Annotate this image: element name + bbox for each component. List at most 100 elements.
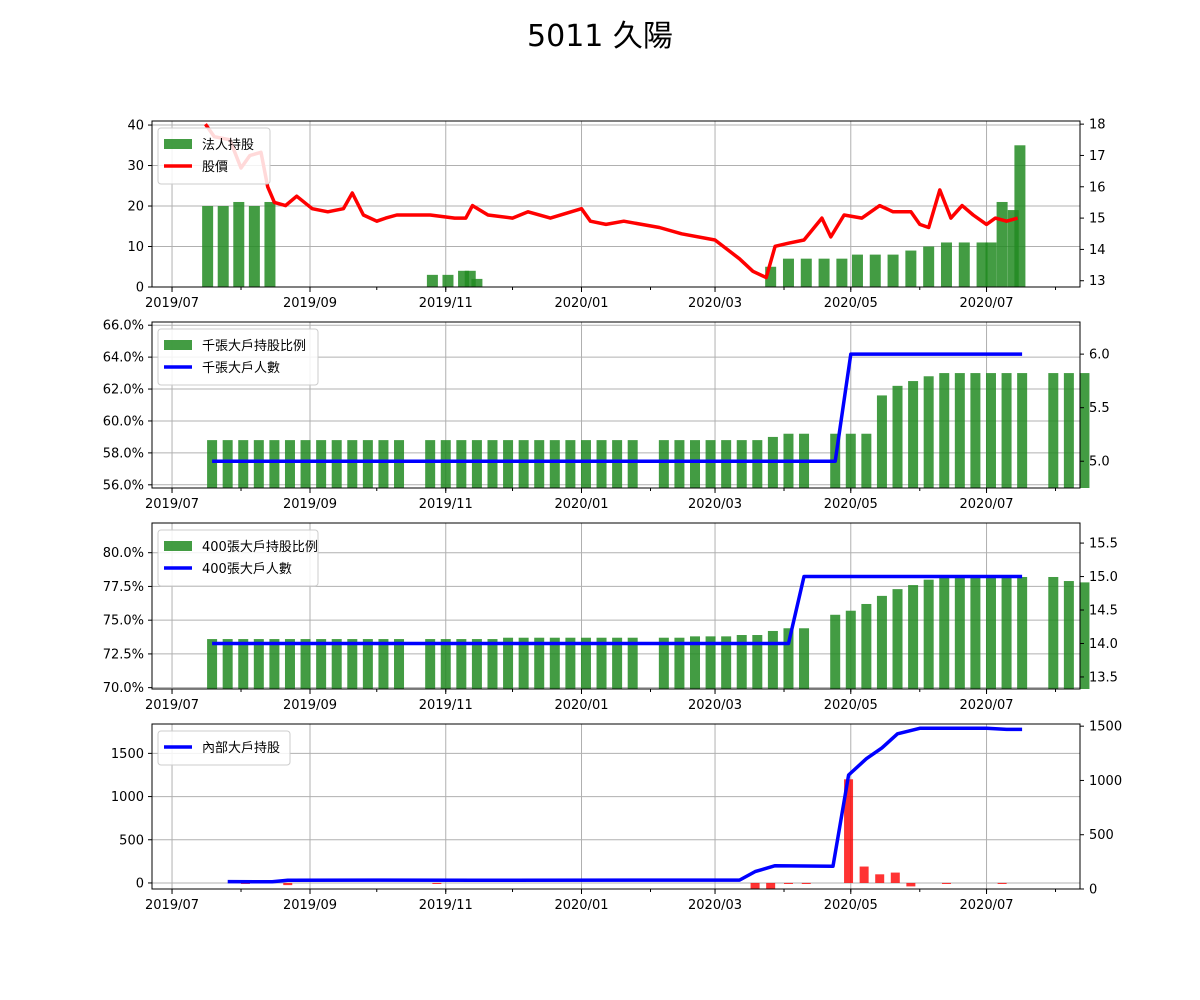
bar (1014, 145, 1026, 287)
y-tick-label: 1500 (111, 747, 144, 762)
bar (658, 637, 669, 689)
bar (202, 206, 214, 287)
bar (269, 440, 280, 488)
bar (284, 639, 295, 689)
x-tick-label: 2020/01 (554, 296, 608, 311)
bar (222, 639, 233, 689)
bar (596, 440, 607, 488)
y-tick-label: 70.0% (103, 681, 144, 696)
bar (818, 258, 830, 287)
bar (284, 440, 295, 488)
bar (736, 635, 747, 689)
bar (851, 254, 863, 287)
bar (923, 579, 934, 689)
bar (331, 639, 342, 689)
panel-1: 0 10 20 30 40 13 14 15 16 17 18 2019/07 2019/09 2019/… (127, 118, 1105, 311)
bar (861, 603, 872, 689)
bar (442, 274, 454, 287)
bar (869, 254, 881, 287)
bar (830, 614, 841, 689)
y2-tick-label: 14 (1089, 243, 1106, 258)
bar (534, 637, 545, 689)
y2-tick-label: 18 (1089, 118, 1106, 133)
bar (471, 639, 482, 689)
bar (861, 433, 872, 488)
bar (565, 637, 576, 689)
x-tick-label: 2020/07 (960, 296, 1014, 311)
bar (300, 639, 311, 689)
y2-tick-label: 15.5 (1089, 537, 1118, 552)
x-tick-label: 2019/09 (283, 296, 337, 311)
plot-frame (151, 321, 1081, 489)
y2-tick-label: 15.0 (1089, 570, 1118, 585)
series-line (212, 574, 1023, 646)
x-tick-label: 2020/05 (824, 898, 878, 913)
x-tick-label: 2019/07 (145, 296, 199, 311)
bar (378, 440, 389, 488)
bar (347, 440, 358, 488)
bar (394, 440, 405, 488)
bar (233, 201, 245, 287)
x-tick-label: 2019/11 (419, 898, 473, 913)
y2-tick-label: 15 (1089, 212, 1106, 227)
x-tick-label: 2020/07 (960, 497, 1014, 512)
x-tick-label: 2020/07 (960, 698, 1014, 713)
bar (580, 440, 591, 488)
y2-tick-label: 14.0 (1089, 637, 1118, 652)
plot-frame (151, 723, 1081, 890)
y2-tick-label: 0 (1089, 883, 1097, 898)
panel-4: 0 500 1000 1500 0 500 1000 1500 2019/07 2019/09 20… (111, 720, 1122, 913)
bar (783, 628, 794, 689)
bar (253, 639, 264, 689)
bar (954, 576, 965, 689)
bar (432, 882, 442, 884)
bar (207, 639, 218, 689)
bar (549, 440, 560, 488)
bar (690, 440, 701, 488)
bar (503, 440, 514, 488)
bar (765, 266, 777, 287)
bar (1007, 210, 1019, 287)
bar (887, 254, 899, 287)
bar (876, 395, 887, 488)
bar (845, 610, 856, 689)
y2-tick-label: 1000 (1089, 774, 1122, 789)
bar (1017, 576, 1028, 689)
bar (721, 636, 732, 689)
y2-tick-label: 1500 (1089, 720, 1122, 735)
y-tick-label: 10 (127, 240, 144, 255)
panel-2: 56.0% 58.0% 60.0% 62.0% 64.0% 66.0% 5.0 5.5 6.0 2… (103, 319, 1110, 512)
x-tick-label: 2020/03 (688, 898, 742, 913)
y-tick-label: 1000 (111, 790, 144, 805)
bar (549, 637, 560, 689)
bar (222, 440, 233, 488)
bar (752, 440, 763, 488)
bar (580, 637, 591, 689)
x-tick-label: 2019/11 (419, 698, 473, 713)
y-tick-label: 64.0% (103, 351, 144, 366)
bar (836, 258, 848, 287)
bar (892, 385, 903, 488)
bar (674, 637, 685, 689)
bar (958, 242, 970, 287)
bar (906, 882, 916, 887)
bar (1017, 373, 1028, 488)
bar (905, 250, 917, 287)
y-tick-label: 20 (127, 200, 144, 215)
bar (1048, 576, 1059, 689)
y-tick-label: 72.5% (103, 647, 144, 662)
x-tick-label: 2019/07 (145, 497, 199, 512)
bar (705, 636, 716, 689)
y-tick-label: 500 (119, 833, 144, 848)
bar (750, 882, 760, 890)
series-line (227, 726, 1023, 884)
legend-bar-swatch (164, 139, 192, 149)
bar (534, 440, 545, 488)
y-tick-label: 56.0% (103, 478, 144, 493)
bar (378, 639, 389, 689)
bar (426, 274, 438, 287)
panels: 0 10 20 30 40 13 14 15 16 17 18 2019/07 2019/09 2019/… (103, 118, 1122, 913)
bar (394, 639, 405, 689)
bar (238, 440, 249, 488)
